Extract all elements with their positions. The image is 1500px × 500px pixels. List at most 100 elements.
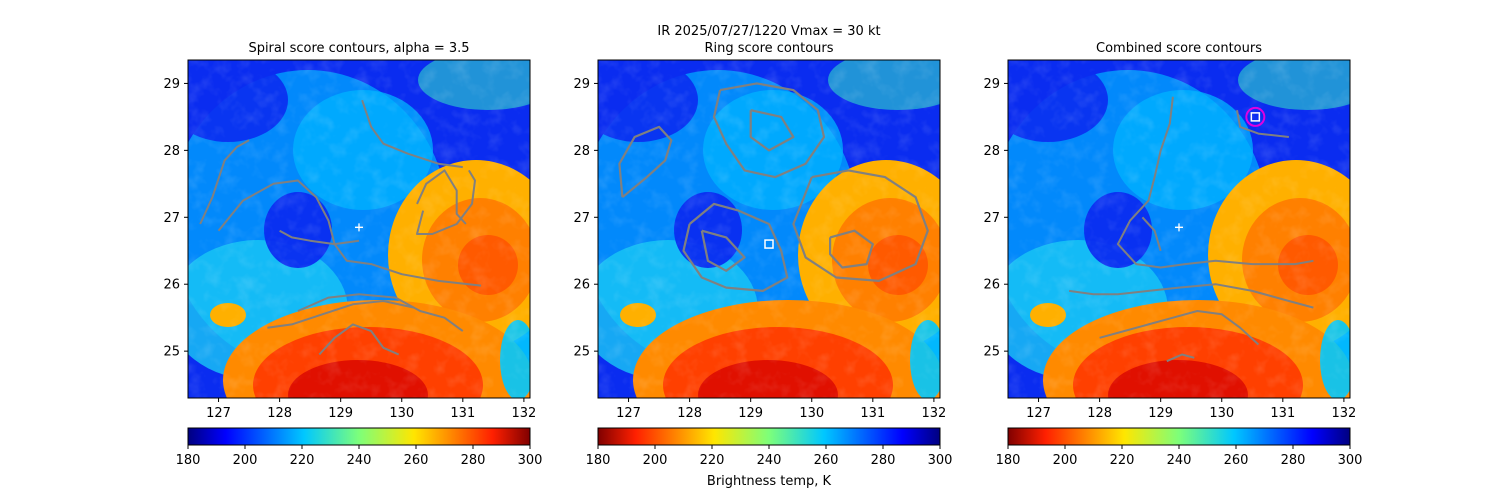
- y-tick-label: 27: [573, 211, 590, 226]
- colorbar-ticks: 180 200 220 240 260 280 300: [586, 445, 953, 468]
- x-tick-label: 129: [738, 406, 763, 421]
- center-square: [764, 239, 774, 249]
- x-axis: 127 128 129 130 131 132: [206, 398, 536, 421]
- y-tick-label: 29: [163, 77, 180, 92]
- contour-line: [267, 300, 415, 329]
- colorbar-tick-label: 280: [461, 453, 486, 468]
- contour-line: [416, 169, 476, 235]
- x-tick-label: 131: [860, 406, 885, 421]
- y-axis: 25 26 27 28 29: [983, 77, 1008, 360]
- y-tick-label: 28: [163, 144, 180, 159]
- contour-line: [792, 169, 929, 282]
- plot-frame: [597, 59, 941, 399]
- x-tick-label: 127: [206, 406, 231, 421]
- panel-ring: Ring score contours 127 128 129 130 131 132 2…: [573, 41, 953, 489]
- contour-line: [700, 229, 746, 272]
- x-tick-label: 130: [389, 406, 414, 421]
- colorbar-tick-label: 240: [757, 453, 782, 468]
- y-tick-label: 27: [983, 211, 1000, 226]
- x-tick-label: 128: [1087, 406, 1112, 421]
- colorbar-tick-label: 220: [700, 453, 725, 468]
- colorbar-label: Brightness temp, K: [707, 474, 832, 489]
- x-tick-label: 127: [616, 406, 641, 421]
- y-tick-label: 29: [983, 77, 1000, 92]
- x-axis: 127 128 129 130 131 132: [616, 398, 946, 421]
- y-tick-label: 27: [163, 211, 180, 226]
- center-marker: [355, 223, 363, 232]
- colorbar-tick-label: 300: [928, 453, 953, 468]
- colorbar-ticks: 180 200 220 240 260 280 300: [996, 445, 1363, 468]
- x-tick-label: 129: [328, 406, 353, 421]
- y-tick-label: 25: [163, 345, 180, 360]
- colorbar-ticks: 180 200 220 240 260 280 300: [176, 445, 543, 468]
- x-tick-label: 130: [1209, 406, 1234, 421]
- contours: [1068, 96, 1314, 363]
- colorbar-tick-label: 260: [1224, 453, 1249, 468]
- colorbar-tick-label: 180: [996, 453, 1021, 468]
- x-tick-label: 132: [511, 406, 536, 421]
- colorbar-tick-label: 220: [1110, 453, 1135, 468]
- x-tick-label: 132: [921, 406, 946, 421]
- contour-line: [279, 229, 360, 246]
- contours: [199, 99, 482, 356]
- y-tick-label: 28: [573, 144, 590, 159]
- colorbar-tick-label: 180: [176, 453, 201, 468]
- x-tick-label: 132: [1331, 406, 1356, 421]
- contour-line: [1068, 283, 1314, 309]
- x-tick-label: 130: [799, 406, 824, 421]
- plot-frame: [1007, 59, 1351, 399]
- contour-line: [199, 139, 250, 225]
- contour-line: [1141, 216, 1162, 252]
- colorbar-tick-label: 260: [404, 453, 429, 468]
- contour-line: [1116, 96, 1314, 269]
- colorbar-tick-label: 260: [814, 453, 839, 468]
- colorbar-tick-label: 280: [871, 453, 896, 468]
- best-center-ring: [1245, 106, 1266, 127]
- colorbar-tick-label: 300: [1338, 453, 1363, 468]
- y-tick-label: 26: [163, 278, 180, 293]
- x-axis: 127 128 129 130 131 132: [1026, 398, 1356, 421]
- panel-title: Combined score contours: [1096, 41, 1262, 56]
- x-tick-label: 131: [1270, 406, 1295, 421]
- colorbar-tick-label: 280: [1281, 453, 1306, 468]
- colorbar-tick-label: 300: [518, 453, 543, 468]
- x-tick-label: 128: [677, 406, 702, 421]
- colorbar-tick-label: 200: [1053, 453, 1078, 468]
- colorbar-tick-label: 200: [233, 453, 258, 468]
- y-tick-label: 25: [983, 345, 1000, 360]
- contour-line: [1166, 353, 1195, 363]
- colorbar: [187, 427, 531, 446]
- contour-line: [618, 125, 673, 199]
- panel-combined: Combined score contours 127 128 129 130 131 1…: [983, 41, 1363, 468]
- contour-line: [361, 99, 463, 169]
- center-plus: [1175, 223, 1183, 232]
- contour-line: [1099, 310, 1260, 346]
- y-axis: 25 26 27 28 29: [573, 77, 598, 360]
- contour-line: [829, 229, 874, 269]
- plot-frame: [187, 59, 531, 399]
- x-tick-label: 127: [1026, 406, 1051, 421]
- contours: [618, 82, 929, 292]
- figure-title-line1: IR 2025/07/27/1220 Vmax = 30 kt: [657, 24, 880, 39]
- x-tick-label: 129: [1148, 406, 1173, 421]
- best-center-square: [1250, 112, 1261, 122]
- best-center-marker: [1245, 106, 1266, 127]
- colorbar: [1007, 427, 1351, 446]
- colorbar-tick-label: 240: [347, 453, 372, 468]
- colorbar: [597, 427, 941, 446]
- contour-line: [682, 202, 789, 292]
- figure-title-line2: Ring score contours: [704, 41, 833, 56]
- center-marker: [1175, 223, 1183, 232]
- contour-line: [712, 82, 826, 179]
- colorbar-tick-label: 180: [586, 453, 611, 468]
- colorbar-tick-label: 200: [643, 453, 668, 468]
- center-marker: [764, 239, 774, 249]
- contour-line: [749, 109, 795, 152]
- x-tick-label: 128: [267, 406, 292, 421]
- y-tick-label: 29: [573, 77, 590, 92]
- y-tick-label: 28: [983, 144, 1000, 159]
- contour-line: [217, 179, 482, 287]
- y-tick-label: 25: [573, 345, 590, 360]
- panel-spiral: Spiral score contours, alpha = 3.5 127 12…: [163, 41, 543, 468]
